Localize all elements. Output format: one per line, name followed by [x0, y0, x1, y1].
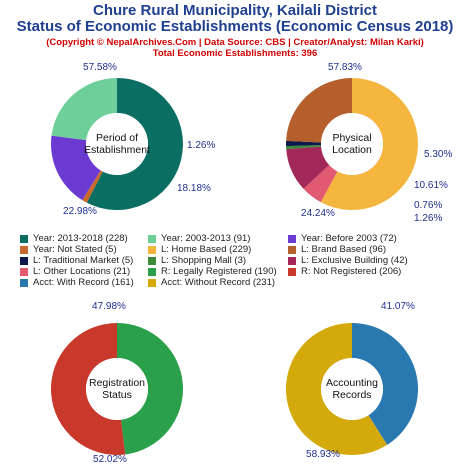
slice-year-2013-2018 [86, 78, 183, 210]
legend-label: Year: Before 2003 (72) [301, 233, 397, 244]
pct-label-year-2013-2018: 57.58% [83, 62, 117, 73]
center-label: Records [332, 389, 371, 401]
legend-item-r-not-registered-206: R: Not Registered (206) [288, 266, 401, 277]
legend-item-acct-without-record-231: Acct: Without Record (231) [148, 277, 275, 288]
legend-item-year-2003-2013-91: Year: 2003-2013 (91) [148, 233, 250, 244]
legend-swatch [20, 267, 28, 276]
legend-item-acct-with-record-161: Acct: With Record (161) [20, 277, 134, 288]
center-label: Location [332, 144, 372, 156]
legend-swatch [148, 256, 156, 265]
pct-label-l-traditional-market: 1.26% [414, 213, 442, 224]
slice-l-traditional-market [286, 140, 322, 147]
legend-item-year-before-2003-72: Year: Before 2003 (72) [288, 233, 397, 244]
legend-swatch [20, 278, 28, 287]
legend-label: Year: 2003-2013 (91) [161, 233, 251, 244]
pct-label-l-brand-based: 24.24% [301, 208, 335, 219]
slice-l-other-locations [303, 165, 338, 203]
center-label: Period of [96, 132, 138, 144]
legend-swatch [148, 234, 156, 243]
slice-year-2003-2013 [51, 78, 117, 141]
slice-l-brand-based [286, 78, 352, 143]
slice-l-home-based [320, 78, 418, 210]
donut-hole [321, 113, 383, 175]
slice-l-shopping-mall [286, 144, 322, 150]
legend-label: L: Brand Based (96) [301, 244, 387, 255]
chart-title: Chure Rural Municipality, Kailali Distri… [93, 2, 377, 19]
slice-year-before-2003 [51, 135, 101, 201]
slice-year-not-stated [82, 170, 103, 203]
legend-label: L: Exclusive Building (42) [301, 255, 408, 266]
legend-label: R: Legally Registered (190) [161, 266, 277, 277]
donut-hole [86, 358, 148, 420]
legend-label: Year: Not Stated (5) [33, 244, 117, 255]
pct-label-r-not-registered: 52.02% [93, 454, 127, 465]
pct-label-acct-without-record: 58.93% [306, 449, 340, 460]
total-establishments: Total Economic Establishments: 396 [152, 48, 318, 59]
legend-item-l-other-locations-21: L: Other Locations (21) [20, 266, 130, 277]
slice-acct-without-record [286, 323, 388, 455]
pct-label-r-legally-registered: 47.98% [92, 301, 126, 312]
legend-swatch [20, 256, 28, 265]
legend-item-l-home-based-229: L: Home Based (229) [148, 244, 251, 255]
copyright-line: (Copyright © NepalArchives.Com | Data So… [46, 37, 424, 48]
legend-label: Acct: Without Record (231) [161, 277, 276, 288]
pct-label-acct-with-record: 41.07% [381, 301, 415, 312]
legend-label: Acct: With Record (161) [33, 277, 134, 288]
donut-hole [86, 113, 148, 175]
legend-label: Year: 2013-2018 (228) [33, 233, 128, 244]
center-label: Physical [332, 132, 371, 144]
pct-label-year-2003-2013: 22.98% [63, 206, 97, 217]
slice-r-not-registered [50, 323, 126, 456]
legend-swatch [148, 245, 156, 254]
pct-label-l-other-locations: 5.30% [424, 149, 452, 160]
donut-hole [321, 358, 383, 420]
legend-swatch [288, 245, 296, 254]
legend-item-r-legally-registered-190: R: Legally Registered (190) [148, 266, 277, 277]
legend-item-year-not-stated-5: Year: Not Stated (5) [20, 244, 117, 255]
legend-label: L: Other Locations (21) [33, 266, 131, 277]
pct-label-l-shopping-mall: 0.76% [414, 200, 442, 211]
legend-item-year-2013-2018-228: Year: 2013-2018 (228) [20, 233, 128, 244]
legend-swatch [148, 267, 156, 276]
center-label: Accounting [326, 377, 378, 389]
chart-subtitle: Status of Economic Establishments (Econo… [16, 18, 454, 35]
legend-label: L: Traditional Market (5) [33, 255, 134, 266]
slice-l-exclusive-building [286, 146, 330, 189]
center-label: Registration [89, 377, 145, 389]
legend-swatch [148, 278, 156, 287]
pct-label-year-before-2003: 18.18% [177, 183, 211, 194]
center-label: Establishment [84, 144, 150, 156]
legend-item-l-brand-based-96: L: Brand Based (96) [288, 244, 386, 255]
legend-swatch [288, 256, 296, 265]
center-label: Status [102, 389, 132, 401]
pct-label-year-not-stated: 1.26% [187, 140, 215, 151]
legend-swatch [20, 234, 28, 243]
legend-swatch [288, 234, 296, 243]
legend-label: L: Shopping Mall (3) [161, 255, 247, 266]
legend-item-l-shopping-mall-3: L: Shopping Mall (3) [148, 255, 246, 266]
legend-item-l-exclusive-building-42: L: Exclusive Building (42) [288, 255, 408, 266]
slice-acct-with-record [352, 323, 419, 445]
legend-swatch [288, 267, 296, 276]
legend-label: L: Home Based (229) [161, 244, 252, 255]
legend-label: R: Not Registered (206) [301, 266, 402, 277]
pct-label-l-exclusive-building: 10.61% [414, 180, 448, 191]
slice-r-legally-registered [117, 323, 183, 455]
pct-label-l-home-based: 57.83% [328, 62, 362, 73]
legend-swatch [20, 245, 28, 254]
legend-item-l-traditional-market-5: L: Traditional Market (5) [20, 255, 133, 266]
